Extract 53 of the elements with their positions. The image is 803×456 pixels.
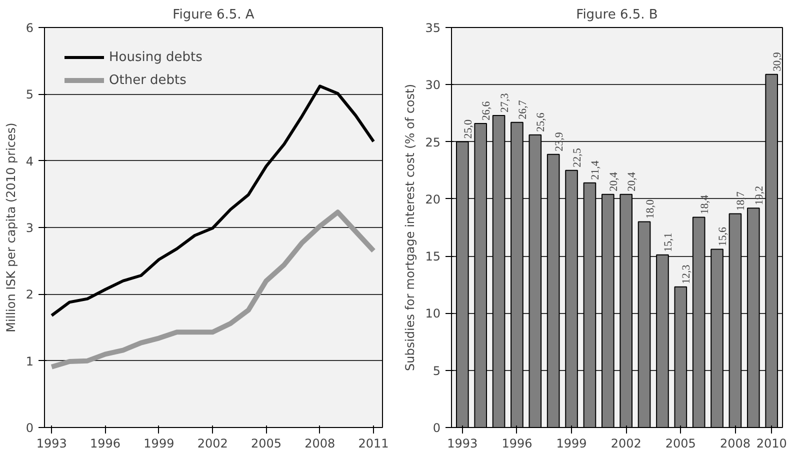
y-tick-label: 0 [26,421,34,435]
data-label: 21,4 [590,160,602,180]
x-tick-label: 2008 [720,436,750,450]
x-tick-label: 1993 [447,436,478,450]
x-tick-label: 2002 [197,436,228,450]
y-tick-label: 35 [425,21,441,35]
y-tick-label: 4 [26,154,34,168]
data-label: 27,3 [498,92,511,112]
data-label: 22,5 [572,148,584,168]
data-label: 18,7 [735,191,748,211]
x-tick-label: 1996 [90,436,121,450]
y-axis-title: Million ISK per capita (2010 prices) [4,122,18,332]
y-tick-label: 1 [26,354,34,368]
x-tick-label: 1999 [144,436,174,450]
data-label: 19,2 [753,186,766,206]
data-label: 25,6 [535,112,548,132]
x-tick-label: 1996 [502,436,532,450]
data-label: 15,6 [717,226,730,246]
y-tick-label: 3 [26,221,34,235]
y-tick-label: 6 [26,21,34,35]
data-label: 23,9 [553,132,566,152]
chart-title: Figure 6.5. A [172,8,254,22]
y-tick-label: 30 [425,78,441,92]
y-tick-label: 5 [432,364,441,378]
y-tick-label: 5 [26,88,34,102]
x-tick-label: 1999 [556,436,587,450]
data-label: 25,0 [462,119,474,139]
y-tick-label: 0 [432,421,441,435]
x-tick-label: 2002 [610,436,642,450]
x-tick-label: 2005 [665,436,696,450]
chart-title: Figure 6.5. B [576,8,658,22]
x-tick-label: 1993 [36,436,67,450]
x-tick-label: 2011 [358,436,389,450]
data-label: 12,3 [680,264,693,284]
data-label: 20,4 [608,172,620,192]
y-tick-label: 20 [425,192,441,206]
data-label: 18,0 [644,199,656,219]
y-tick-label: 10 [425,306,441,321]
data-label: 30,9 [772,52,784,72]
data-label: 20,4 [626,172,638,192]
x-tick-label: 2008 [304,436,336,450]
data-label: 15,1 [662,232,674,252]
y-tick-label: 15 [425,250,441,264]
data-label: 26,6 [480,100,493,120]
x-tick-label: 2005 [250,436,282,450]
y-axis-title: Subsidies for mortgage interest cost (% of cost) [403,84,418,372]
y-tick-label: 2 [26,288,34,302]
data-label: 18,4 [698,194,711,214]
legend-label: Other debts [109,72,186,88]
y-tick-label: 25 [425,135,441,150]
x-tick-label: 2010 [756,436,787,450]
data-label: 26,7 [516,100,529,120]
legend-label: Housing debts [109,50,202,64]
